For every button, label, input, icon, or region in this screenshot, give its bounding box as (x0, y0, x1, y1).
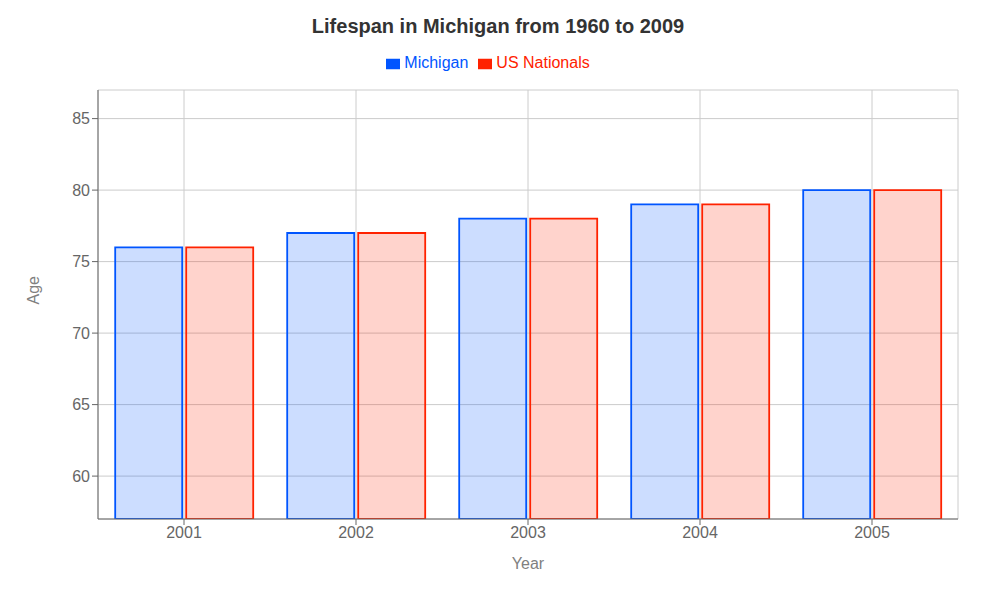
svg-text:70: 70 (72, 325, 90, 342)
html-text:US Nationals: US Nationals (496, 54, 590, 71)
svg-text:2004: 2004 (682, 524, 718, 541)
svg-text:2002: 2002 (338, 524, 374, 541)
html-text:Lifespan in Michigan from 1960: Lifespan in Michigan from 1960 to 2009 (311, 15, 685, 37)
svg-text:60: 60 (72, 468, 90, 485)
svg-text:2005: 2005 (854, 524, 890, 541)
svg-text:2003: 2003 (510, 524, 546, 541)
svg-text:75: 75 (72, 253, 90, 270)
svg-text:Age: Age (25, 276, 42, 305)
html-text:Michigan: Michigan (404, 54, 469, 71)
svg-text:80: 80 (72, 182, 90, 199)
svg-text:65: 65 (72, 396, 90, 413)
svg-text:Year: Year (512, 555, 545, 572)
svg-text:2001: 2001 (166, 524, 202, 541)
svg-text:85: 85 (72, 110, 90, 127)
